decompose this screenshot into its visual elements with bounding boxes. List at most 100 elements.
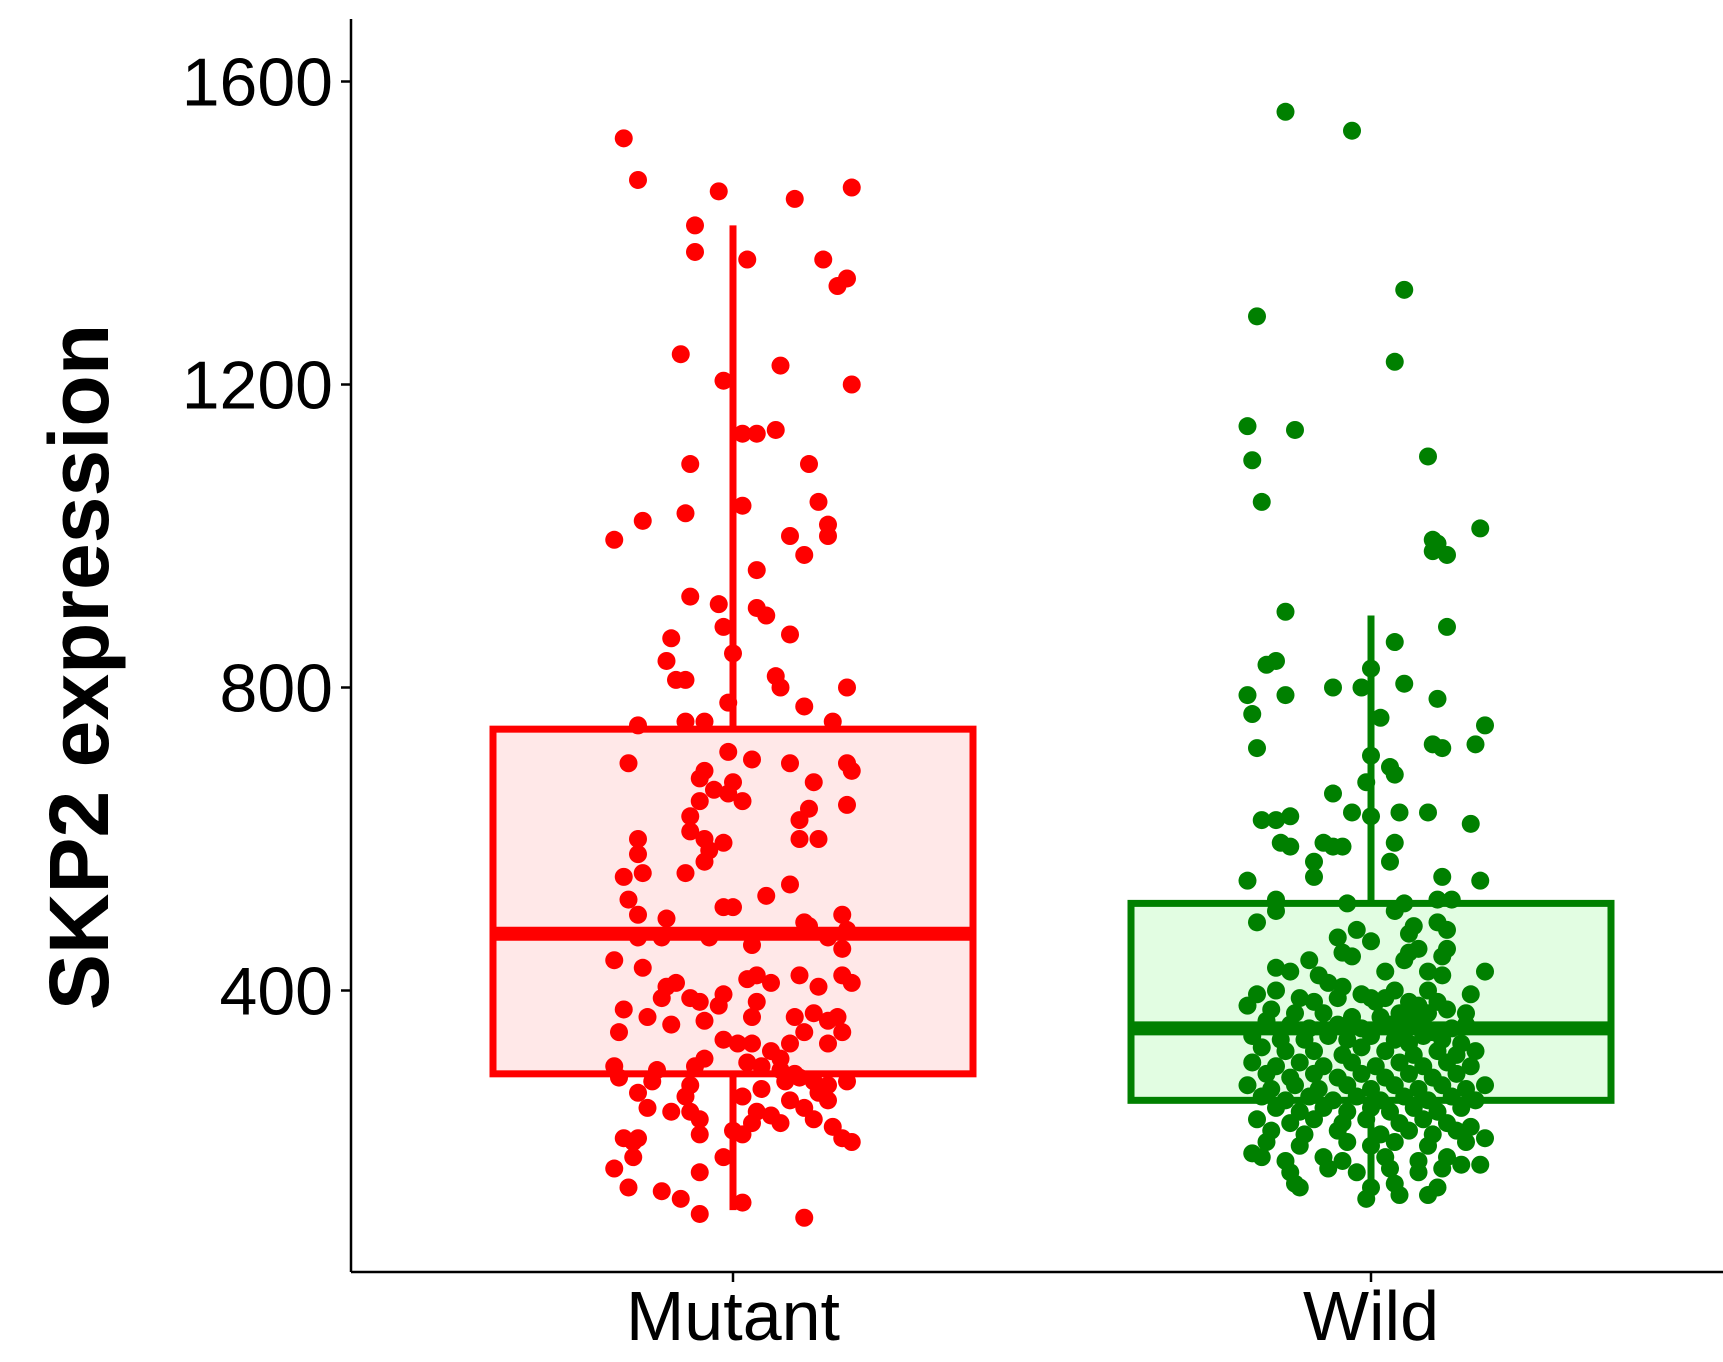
wild-point — [1390, 1186, 1409, 1205]
wild-point — [1476, 1076, 1494, 1095]
mutant-point — [671, 345, 690, 364]
wild-point — [1343, 121, 1361, 140]
wild-point — [1267, 811, 1285, 830]
wild-point — [1281, 807, 1300, 826]
wild-point — [1252, 811, 1271, 830]
mutant-point — [652, 989, 671, 1008]
mutant-point — [781, 875, 799, 894]
wild-point — [1447, 1064, 1466, 1083]
mutant-point — [819, 1034, 837, 1053]
wild-point — [1466, 1042, 1485, 1061]
wild-point — [1267, 901, 1285, 920]
wild-point — [1371, 708, 1390, 727]
wild-point — [1385, 352, 1404, 371]
mutant-point — [690, 792, 709, 811]
mutant-point — [714, 1030, 733, 1049]
mutant-point — [790, 811, 809, 830]
mutant-point — [629, 845, 647, 864]
wild-point — [1442, 890, 1461, 909]
mutant-point — [695, 1011, 714, 1030]
mutant-point — [633, 958, 652, 977]
mutant-point — [809, 830, 828, 848]
wild-point — [1433, 1159, 1452, 1178]
wild-point — [1428, 890, 1447, 909]
wild-point — [1248, 1110, 1266, 1129]
mutant-point — [819, 1091, 837, 1110]
wild-point — [1461, 985, 1480, 1004]
mutant-point — [795, 1208, 814, 1227]
wild-point — [1409, 1163, 1428, 1182]
mutant-point — [809, 492, 828, 511]
mutant-point — [838, 1072, 856, 1091]
mutant-point — [624, 1148, 643, 1167]
wild-point — [1376, 962, 1395, 981]
wild-point — [1438, 545, 1456, 564]
y-ticks-layer: 400 800 1200 1600 — [182, 45, 351, 1030]
mutant-point — [790, 830, 809, 848]
wild-point — [1471, 1155, 1490, 1174]
mutant-point — [790, 966, 809, 985]
mutant-point — [667, 973, 685, 992]
mutant-point — [790, 1068, 809, 1087]
wild-point — [1300, 951, 1319, 970]
mutant-point — [705, 780, 723, 799]
wild-point — [1385, 1133, 1404, 1151]
wild-point — [1428, 689, 1447, 708]
mutant-point — [619, 1178, 638, 1197]
mutant-point — [676, 712, 695, 731]
mutant-point — [804, 1004, 823, 1023]
wild-point — [1385, 765, 1404, 784]
wild-point — [1419, 962, 1437, 981]
wild-point — [1390, 803, 1409, 822]
mutant-point — [804, 773, 823, 792]
wild-point — [1324, 678, 1342, 697]
wild-point — [1290, 989, 1309, 1008]
wild-point — [1276, 602, 1295, 621]
mutant-point — [633, 864, 652, 883]
mutant-point — [690, 1163, 709, 1182]
axes-layer — [349, 19, 1723, 1274]
mutant-point — [733, 792, 752, 811]
wild-point — [1461, 1117, 1480, 1136]
wild-point — [1238, 1076, 1257, 1095]
mutant-point — [690, 992, 709, 1011]
wild-point — [1352, 678, 1371, 697]
mutant-point — [762, 973, 780, 992]
wild-point — [1385, 901, 1404, 920]
wild-point — [1300, 1087, 1319, 1106]
mutant-point — [714, 371, 733, 390]
mutant-point — [771, 356, 790, 375]
mutant-point — [719, 784, 738, 803]
y-tick-label: 1600 — [182, 45, 333, 121]
wild-point — [1305, 1064, 1323, 1083]
mutant-point — [709, 996, 728, 1015]
wild-point — [1319, 973, 1338, 992]
wild-point — [1281, 837, 1300, 856]
mutant-point — [676, 864, 695, 883]
wild-point — [1347, 1163, 1366, 1182]
mutant-point — [781, 1034, 799, 1053]
mutant-point — [743, 1034, 761, 1053]
mutant-point — [752, 1079, 771, 1098]
mutant-point — [714, 833, 733, 852]
mutant-point — [676, 670, 695, 689]
wild-point — [1276, 102, 1295, 121]
mutant-point — [690, 769, 709, 788]
wild-point — [1290, 1178, 1309, 1197]
wild-point — [1319, 1159, 1338, 1178]
mutant-point — [828, 277, 847, 296]
mutant-point — [842, 375, 861, 394]
wild-point — [1276, 1042, 1295, 1061]
mutant-point — [681, 455, 700, 474]
wild-point — [1267, 1098, 1285, 1117]
mutant-point — [610, 1068, 628, 1087]
wild-point — [1347, 1087, 1366, 1106]
wild-point — [1243, 705, 1262, 724]
wild-point — [1476, 1129, 1494, 1148]
wild-point — [1257, 1133, 1276, 1151]
y-tick-label: 1200 — [182, 348, 333, 424]
wild-point — [1338, 1133, 1357, 1151]
mutant-point — [629, 1083, 647, 1102]
mutant-point — [709, 182, 728, 201]
wild-point — [1438, 1000, 1456, 1019]
